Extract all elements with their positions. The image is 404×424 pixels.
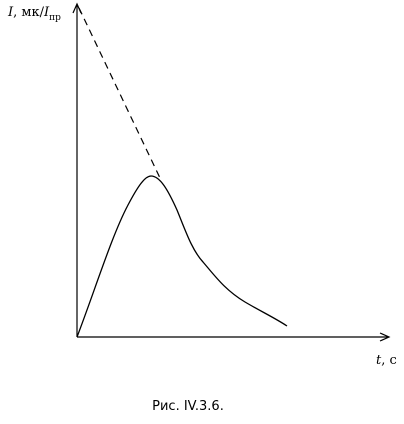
y-symbol: I — [7, 5, 14, 20]
x-unit: , с — [381, 353, 397, 368]
curve — [76, 175, 288, 338]
extrapolation-line — [78, 7, 161, 179]
caption: Рис. IV.3.6. — [152, 399, 224, 414]
x-axis-label: t, с — [376, 353, 397, 368]
x-symbol: t — [376, 353, 382, 368]
y-ratio-symbol: I — [43, 5, 50, 20]
y-unit: , мк/ — [13, 5, 45, 20]
y-axis-label: I, мк/Iпр — [7, 5, 61, 23]
y-subscript: пр — [49, 13, 61, 23]
x-axis-arrow — [379, 332, 391, 342]
